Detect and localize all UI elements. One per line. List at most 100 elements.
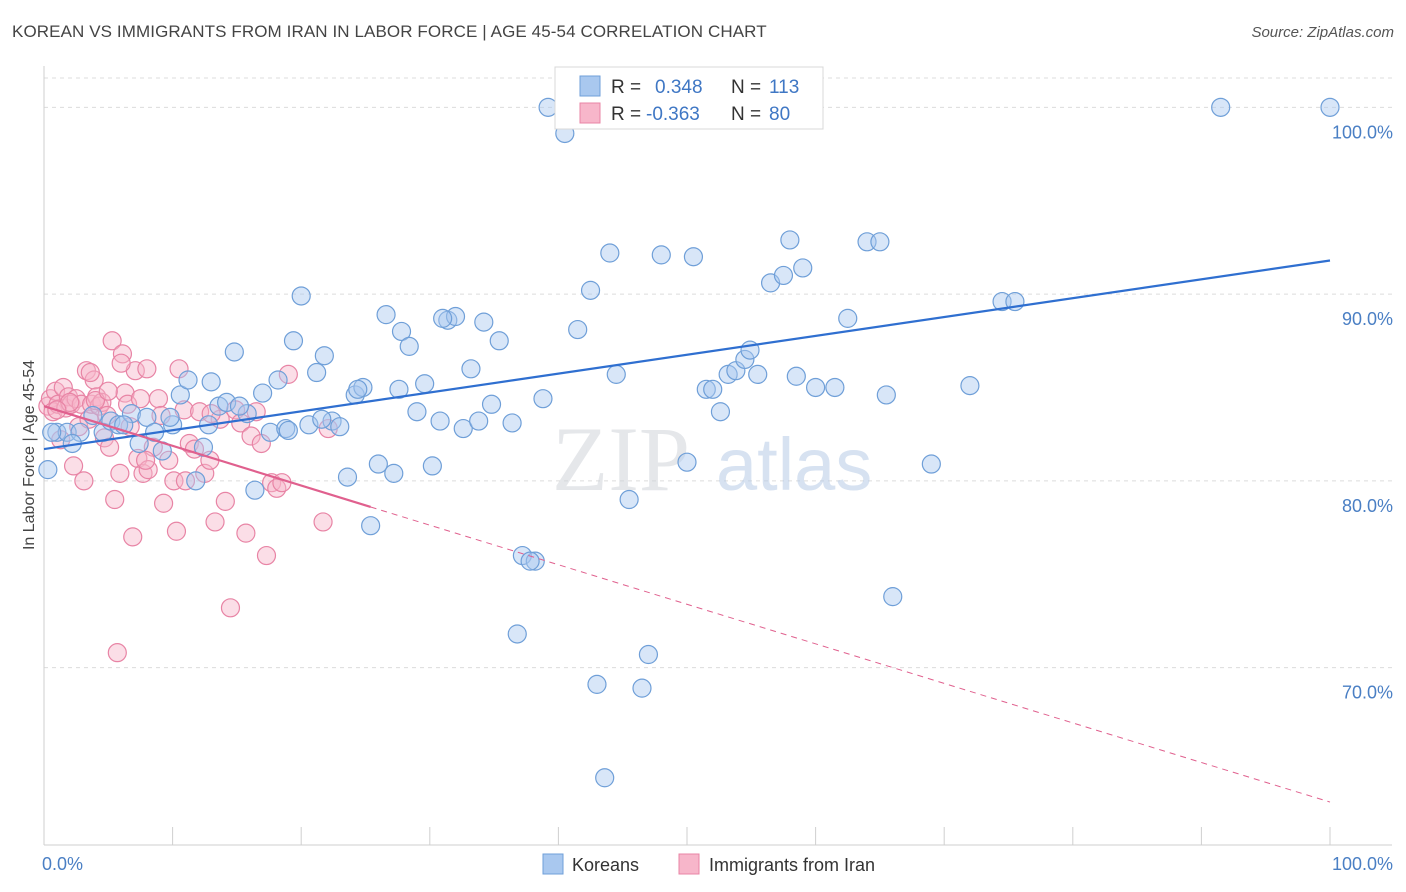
korean-point bbox=[407, 402, 427, 422]
korean-point bbox=[253, 383, 273, 403]
x-tick-label-min: 0.0% bbox=[42, 854, 83, 874]
korean-point bbox=[268, 370, 288, 390]
iran-point bbox=[98, 381, 118, 401]
x-tick-label-max: 100.0% bbox=[1332, 854, 1393, 874]
korean-point bbox=[422, 456, 442, 476]
korean-point bbox=[453, 418, 473, 439]
korean-point bbox=[399, 336, 419, 356]
korean-point bbox=[710, 402, 731, 422]
iran-point bbox=[236, 523, 256, 543]
korean-point bbox=[735, 349, 755, 370]
korean-point bbox=[283, 331, 304, 351]
korean-point bbox=[108, 415, 129, 435]
korean-point bbox=[186, 471, 206, 491]
korean-point bbox=[312, 409, 332, 429]
iran-point bbox=[107, 643, 127, 663]
korean-point bbox=[1320, 97, 1340, 117]
korean-point bbox=[786, 366, 806, 386]
iran-point bbox=[80, 362, 100, 383]
korean-point bbox=[307, 362, 327, 383]
korean-point bbox=[229, 396, 250, 416]
legend-iran-r-value: -0.363 bbox=[646, 104, 700, 125]
korean-point bbox=[430, 411, 450, 431]
korean-point bbox=[245, 480, 265, 500]
iran-point bbox=[137, 359, 157, 379]
korean-point bbox=[1211, 97, 1231, 117]
korean-point bbox=[696, 379, 716, 399]
iran-point bbox=[278, 364, 298, 384]
y-tick-label: 70.0% bbox=[1342, 683, 1393, 703]
korean-point bbox=[587, 674, 607, 694]
iran-point bbox=[231, 413, 251, 433]
korean-point bbox=[70, 422, 90, 442]
korean-point bbox=[389, 379, 409, 399]
iran-trend-extension bbox=[370, 506, 1331, 803]
legend-koreans-r-value: 0.348 bbox=[655, 77, 703, 98]
korean-point bbox=[121, 404, 142, 424]
korean-point bbox=[533, 389, 553, 409]
korean-point bbox=[748, 364, 768, 384]
korean-point bbox=[619, 489, 639, 510]
korean-point bbox=[391, 321, 412, 342]
korean-point bbox=[683, 247, 704, 267]
chart-title: KOREAN VS IMMIGRANTS FROM IRAN IN LABOR … bbox=[12, 22, 767, 41]
watermark: ZIP atlas bbox=[552, 408, 872, 510]
korean-point bbox=[520, 551, 540, 571]
korean-point bbox=[137, 407, 157, 427]
korean-point bbox=[42, 422, 62, 442]
watermark-atlas: atlas bbox=[716, 423, 872, 506]
iran-point bbox=[166, 521, 187, 541]
korean-point bbox=[507, 624, 527, 644]
iran-point bbox=[175, 471, 196, 491]
iran-point bbox=[313, 512, 333, 532]
korean-point bbox=[773, 265, 794, 286]
korean-point bbox=[47, 422, 67, 442]
korean-point bbox=[201, 372, 221, 392]
watermark-zip: ZIP bbox=[552, 408, 690, 510]
iran-point bbox=[85, 390, 106, 411]
iran-point bbox=[123, 527, 143, 547]
iran-point bbox=[135, 450, 156, 470]
korean-point bbox=[461, 359, 481, 379]
korean-point bbox=[502, 413, 522, 433]
korean-point bbox=[580, 280, 601, 300]
korean-point bbox=[921, 454, 941, 474]
korean-point bbox=[960, 376, 980, 396]
koreans-trend-line bbox=[43, 259, 1331, 451]
korean-point bbox=[330, 417, 350, 437]
iran-point bbox=[201, 404, 221, 424]
iran-point bbox=[105, 489, 125, 510]
legend-koreans-swatch bbox=[579, 75, 601, 97]
legend-iran-r-label: R = bbox=[611, 104, 641, 125]
korean-point bbox=[632, 678, 652, 698]
korean-point bbox=[876, 385, 896, 405]
grid-lines bbox=[44, 77, 1392, 669]
korean-point bbox=[178, 370, 198, 390]
korean-point bbox=[481, 394, 502, 414]
korean-point bbox=[600, 243, 620, 263]
bottom-legend-iran: Immigrants from Iran bbox=[709, 855, 875, 875]
y-tick-label: 100.0% bbox=[1332, 122, 1393, 142]
korean-point bbox=[568, 319, 588, 340]
iran-point bbox=[102, 331, 122, 351]
korean-point bbox=[469, 411, 489, 431]
korean-point bbox=[376, 305, 396, 325]
korean-point bbox=[538, 97, 558, 117]
legend-koreans-r-label: R = bbox=[611, 77, 641, 98]
korean-point bbox=[38, 460, 58, 480]
korean-point bbox=[217, 392, 237, 413]
legend-iran-n-label: N = bbox=[731, 104, 761, 125]
korean-point bbox=[638, 644, 659, 665]
iran-points bbox=[38, 331, 338, 663]
legend-koreans-n-value: 113 bbox=[769, 77, 799, 98]
iran-point bbox=[179, 433, 199, 454]
korean-point bbox=[883, 587, 903, 607]
korean-point bbox=[838, 308, 858, 328]
y-tick-label: 90.0% bbox=[1342, 309, 1393, 329]
korean-point bbox=[805, 377, 826, 398]
y-axis-label: In Labor Force | Age 45-54 bbox=[21, 360, 38, 550]
bottom-legend-koreans-swatch bbox=[542, 853, 564, 875]
iran-point bbox=[153, 493, 174, 513]
y-tick-label: 80.0% bbox=[1342, 496, 1393, 516]
